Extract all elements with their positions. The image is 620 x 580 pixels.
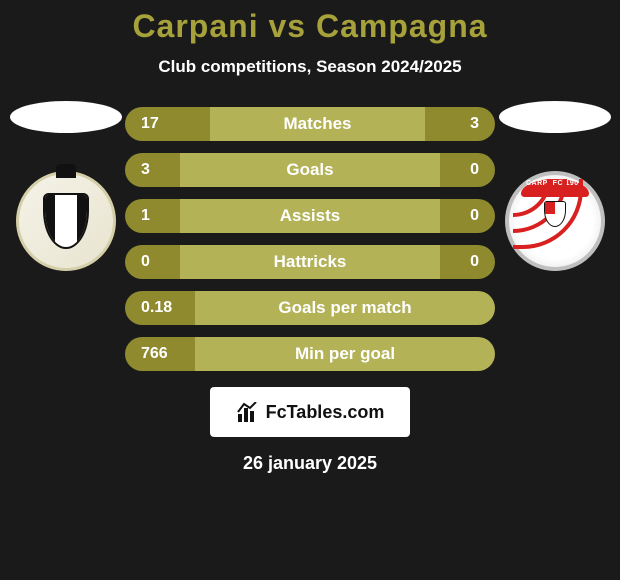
stat-right-value: 0: [440, 245, 495, 279]
right-club-badge: CARPI FC 1909: [505, 171, 605, 271]
stat-right-value: 0: [440, 199, 495, 233]
stat-row: 17Matches3: [125, 107, 495, 141]
stat-left-value: 0: [125, 245, 180, 279]
stat-label: Goals: [180, 153, 440, 187]
left-crest-shield: [43, 193, 89, 249]
page-root: Carpani vs Campagna Club competitions, S…: [0, 0, 620, 580]
page-title: Carpani vs Campagna: [0, 8, 620, 45]
left-club-badge: [16, 171, 116, 271]
stat-label: Assists: [180, 199, 440, 233]
stat-right-value: 3: [425, 107, 495, 141]
left-player-placeholder: [10, 101, 122, 133]
brand-text: FcTables.com: [266, 402, 385, 423]
stat-row: 1Assists0: [125, 199, 495, 233]
right-player-placeholder: [499, 101, 611, 133]
stat-row: 3Goals0: [125, 153, 495, 187]
stat-left-value: 17: [125, 107, 210, 141]
stat-left-value: 3: [125, 153, 180, 187]
stat-row: 0.18Goals per match: [125, 291, 495, 325]
title-player-left: Carpani: [132, 8, 258, 44]
stat-row: 766Min per goal: [125, 337, 495, 371]
chart-icon: [236, 402, 260, 422]
stat-label: Hattricks: [180, 245, 440, 279]
stat-right-value: 0: [440, 153, 495, 187]
stat-left-value: 0.18: [125, 291, 195, 325]
brand-badge: FcTables.com: [210, 387, 410, 437]
stat-left-value: 766: [125, 337, 195, 371]
stat-label: Min per goal: [195, 337, 495, 371]
stats-column: 17Matches33Goals01Assists00Hattricks00.1…: [125, 101, 495, 371]
footer-date: 26 january 2025: [0, 453, 620, 474]
stat-label: Matches: [210, 107, 425, 141]
stat-row: 0Hattricks0: [125, 245, 495, 279]
stat-left-value: 1: [125, 199, 180, 233]
left-side: [6, 101, 125, 271]
crest-top-ornament: [56, 164, 76, 178]
right-side: CARPI FC 1909: [495, 101, 614, 271]
stat-label: Goals per match: [195, 291, 495, 325]
main-area: 17Matches33Goals01Assists00Hattricks00.1…: [0, 101, 620, 371]
title-vs: vs: [268, 8, 306, 44]
subtitle: Club competitions, Season 2024/2025: [0, 57, 620, 77]
title-player-right: Campagna: [316, 8, 488, 44]
